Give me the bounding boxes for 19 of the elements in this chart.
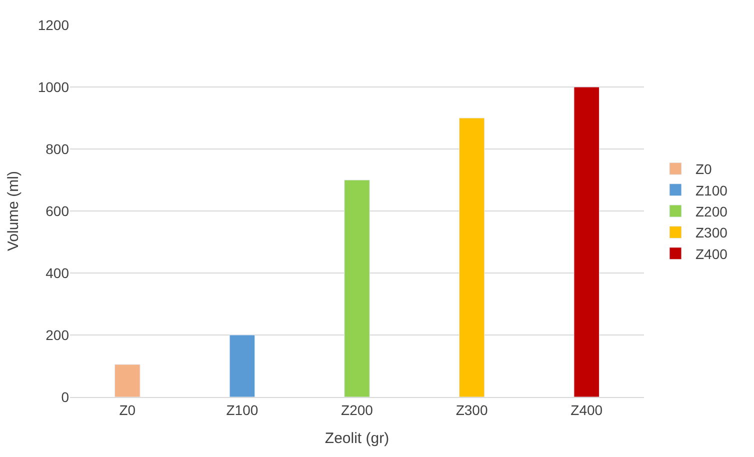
y-tick-label: 400 (46, 264, 70, 281)
x-tick-label: Z400 (570, 402, 603, 418)
x-tick-label: Z300 (456, 402, 488, 418)
y-axis-title: Volume (ml) (5, 170, 22, 252)
y-tick-label: 200 (46, 326, 70, 343)
x-tick-label: Z100 (226, 402, 258, 418)
y-tick-label: 800 (46, 140, 70, 157)
legend-label: Z200 (695, 203, 728, 220)
legend-label: Z100 (695, 182, 728, 198)
legend-label: Z0 (695, 161, 712, 178)
legend-label: Z300 (695, 224, 728, 241)
x-tick-label: Z200 (341, 402, 374, 418)
y-tick-label: 600 (46, 202, 70, 219)
y-tick-label: 1200 (38, 16, 70, 33)
legend-label: Z400 (695, 246, 728, 262)
y-tick-label: 1000 (38, 78, 70, 95)
x-tick-label: Z0 (119, 402, 136, 418)
y-tick-label: 0 (61, 388, 70, 405)
x-axis-title: Zeolit (gr) (324, 430, 390, 447)
